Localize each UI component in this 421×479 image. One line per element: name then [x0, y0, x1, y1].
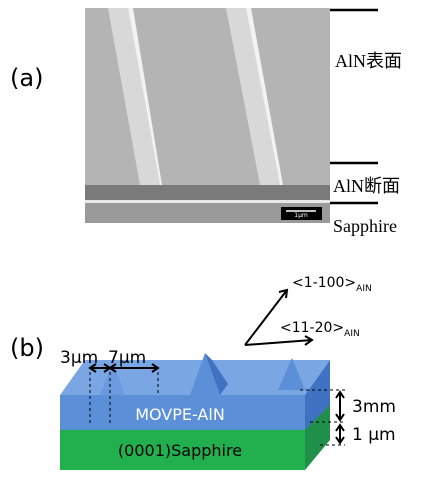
layer-label: (0001)Sapphire — [118, 441, 242, 460]
sem-image: 1μm — [85, 8, 330, 223]
direction-subscript: AIN — [344, 329, 360, 339]
direction-label: <11-20>AIN — [280, 320, 360, 339]
figure: 1μm (a) AlN表面 AlN断面 Sapphire (b) — [0, 0, 421, 479]
panel-label: (b) — [10, 334, 44, 362]
layer-label: MOVPE-AlN — [135, 405, 225, 424]
layer-label: AlN断面 — [333, 176, 400, 196]
direction-text: <1-100> — [292, 275, 356, 291]
direction-text: <11-20> — [280, 320, 344, 336]
layer-label: Sapphire — [333, 216, 397, 236]
layer-label: AlN表面 — [335, 51, 402, 71]
layer-markers — [330, 10, 378, 203]
width-label: 7μm — [108, 348, 146, 368]
panel-label: (a) — [10, 64, 43, 92]
thickness-label: 1 μm — [352, 425, 396, 445]
width-label: 3μm — [60, 348, 98, 368]
direction-subscript: AIN — [356, 284, 372, 294]
direction-label: <1-100>AIN — [292, 275, 372, 294]
thickness-label: 3mm — [352, 397, 396, 417]
scale-bar-label: 1μm — [294, 212, 308, 219]
